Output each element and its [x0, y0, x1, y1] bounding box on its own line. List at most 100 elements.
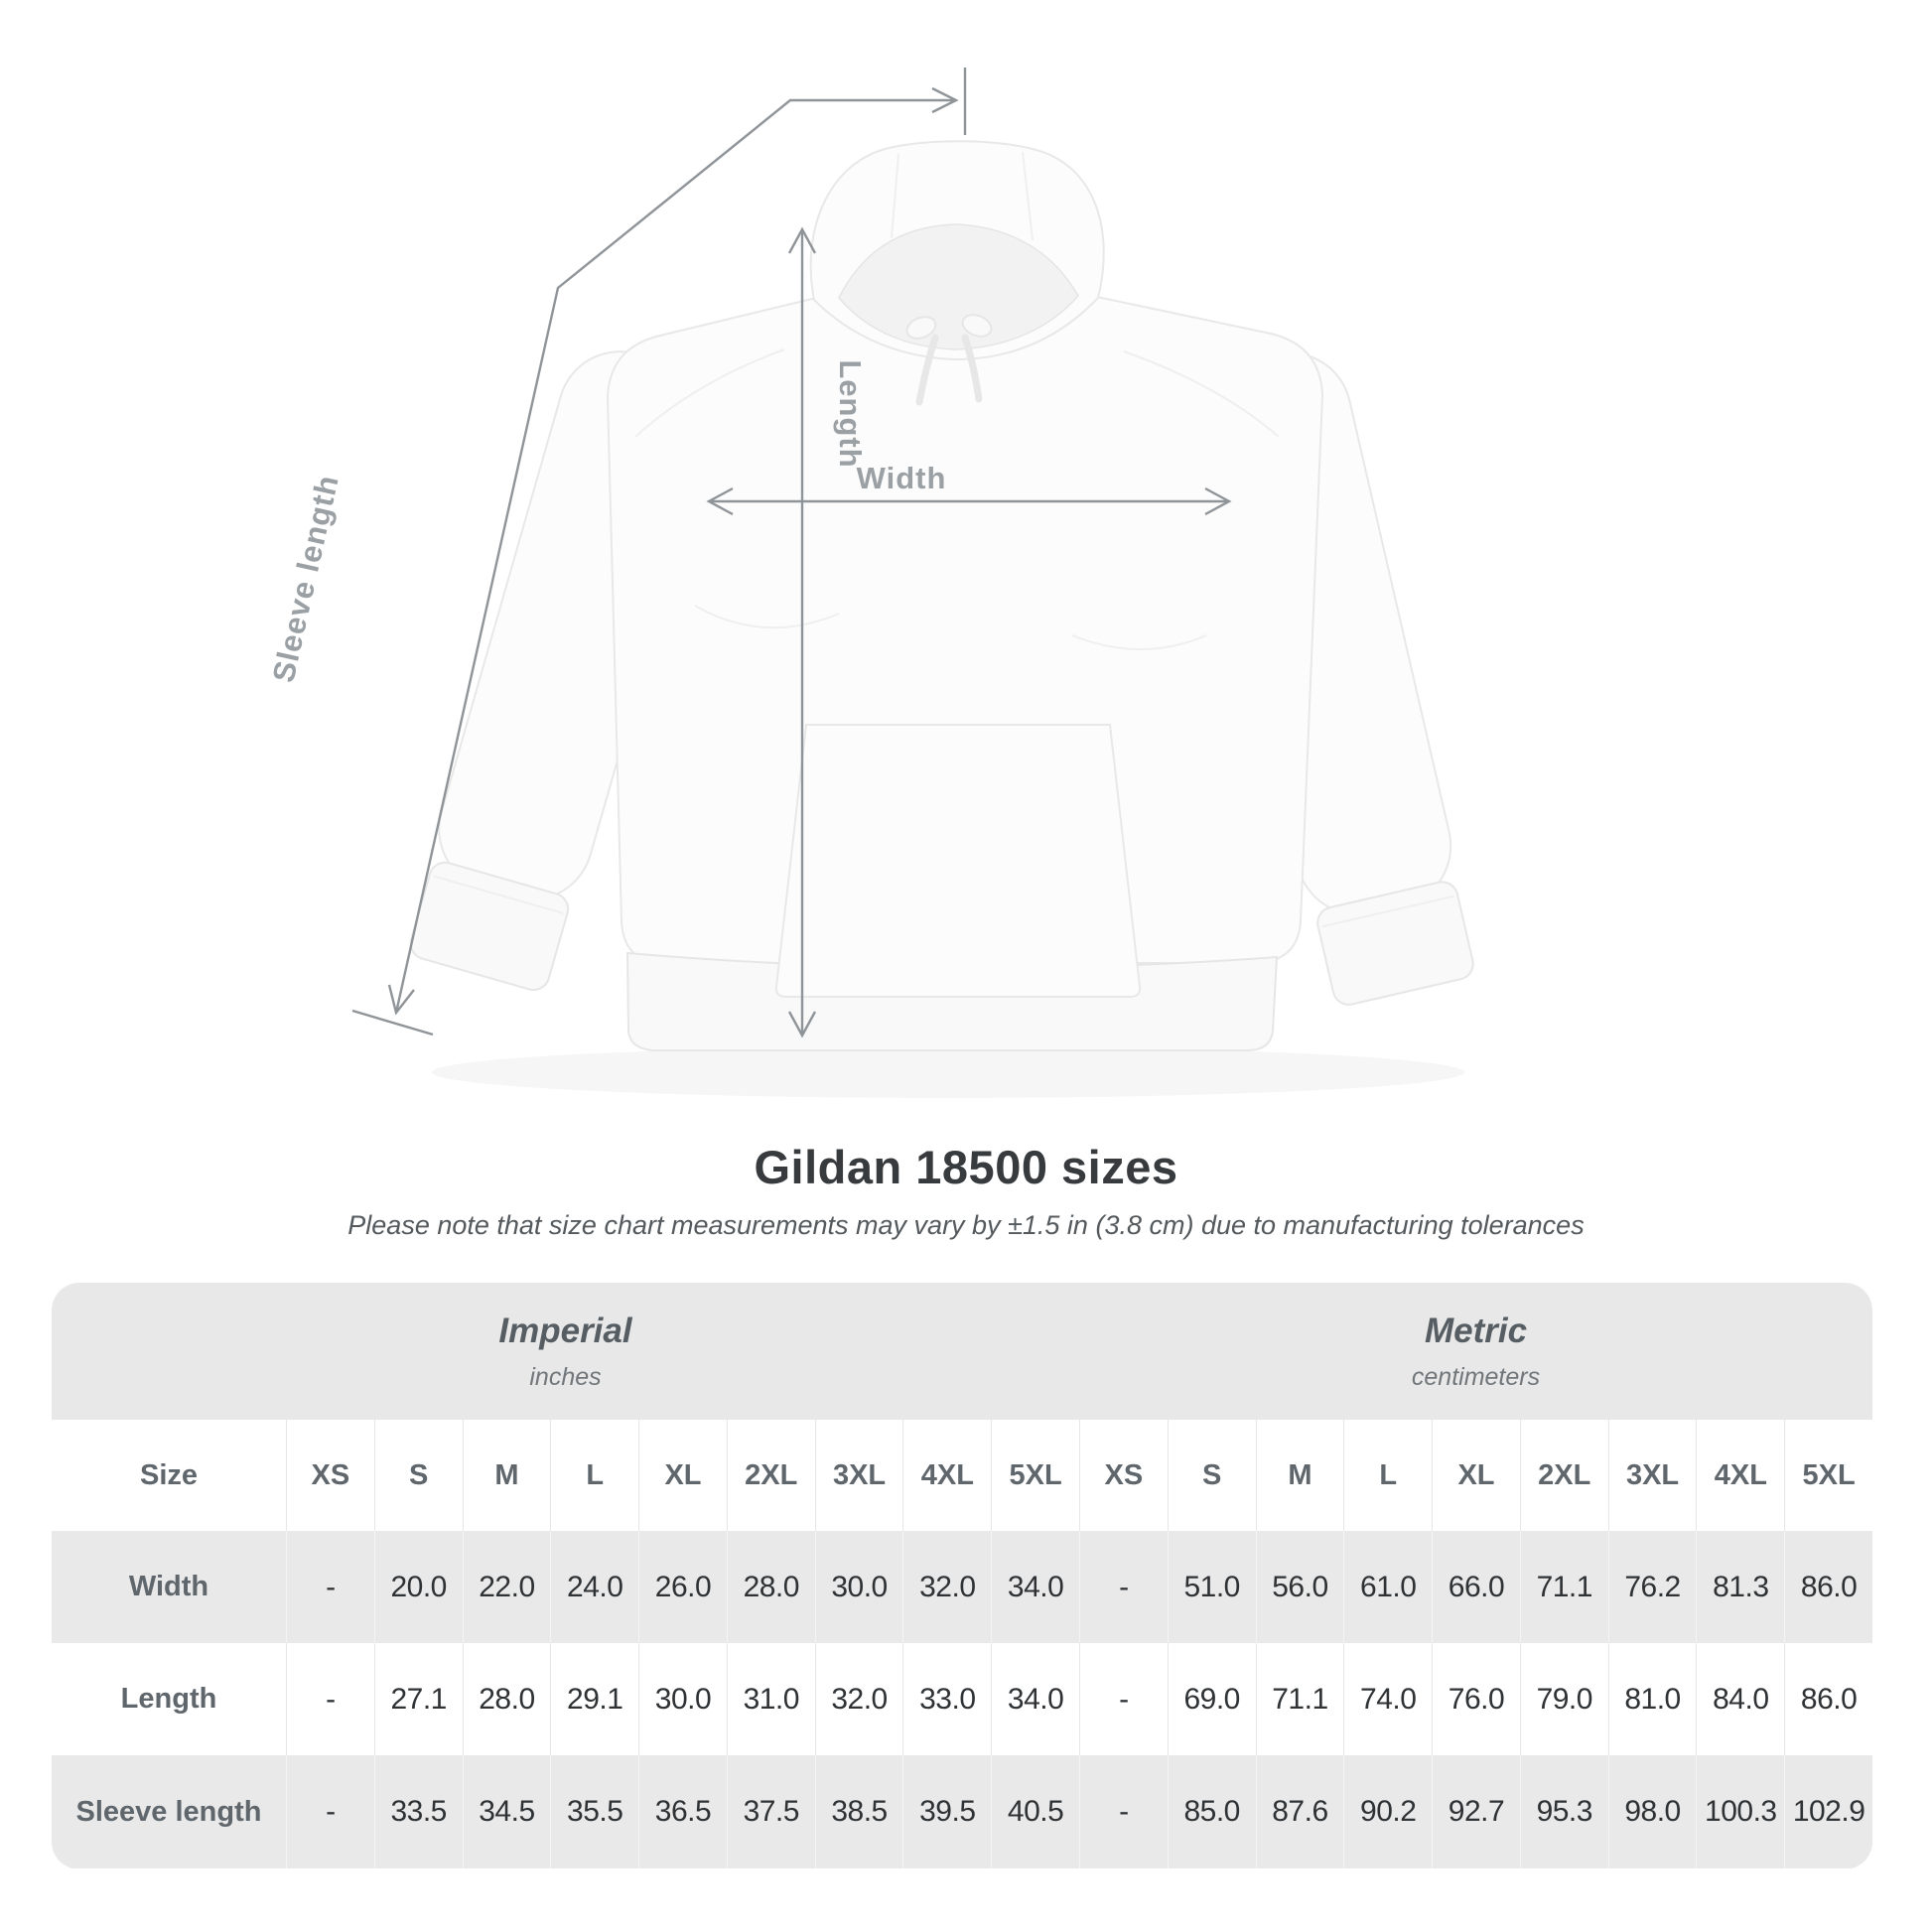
- length-metric-xs: -: [1079, 1643, 1168, 1755]
- metric-unit-label: centimeters: [1411, 1362, 1541, 1391]
- imperial-size-m: M: [462, 1420, 551, 1531]
- metric-label: Metric: [1424, 1311, 1528, 1350]
- sleeve-imperial-2xl: 37.5: [726, 1755, 815, 1868]
- tolerance-note: Please note that size chart measurements…: [347, 1210, 1585, 1240]
- length-measure-label: Length: [833, 359, 868, 468]
- metric-size-s: S: [1167, 1420, 1256, 1531]
- sleeve-imperial-4xl: 39.5: [902, 1755, 991, 1868]
- imperial-group-header: Imperial inches: [52, 1283, 1079, 1420]
- sleeve-imperial-3xl: 38.5: [814, 1755, 903, 1868]
- measurement-arrows: [351, 68, 1232, 1038]
- length-metric-2xl: 79.0: [1519, 1643, 1608, 1755]
- width-metric-l: 61.0: [1343, 1531, 1432, 1643]
- sleeve-imperial-m: 34.5: [462, 1755, 551, 1868]
- title-block: Gildan 18500 sizes Please note that size…: [0, 1140, 1932, 1241]
- width-imperial-s: 20.0: [373, 1531, 463, 1643]
- length-imperial-2xl: 31.0: [726, 1643, 815, 1755]
- sleeve-metric-5xl: 102.9: [1784, 1755, 1872, 1868]
- width-imperial-xs: -: [286, 1531, 374, 1643]
- sleeve-metric-2xl: 95.3: [1519, 1755, 1608, 1868]
- metric-size-2xl: 2XL: [1519, 1420, 1608, 1531]
- imperial-size-5xl: 5XL: [991, 1420, 1079, 1531]
- row-label-sleeve-length: Sleeve length: [75, 1795, 262, 1828]
- table-row-width: Width - 20.0 22.0 24.0 26.0 28.0 30.0 32…: [52, 1531, 1872, 1643]
- sleeve-imperial-xs: -: [286, 1755, 374, 1868]
- sleeve-metric-4xl: 100.3: [1696, 1755, 1784, 1868]
- sleeve-imperial-xl: 36.5: [638, 1755, 727, 1868]
- length-imperial-s: 27.1: [373, 1643, 463, 1755]
- length-metric-s: 69.0: [1167, 1643, 1256, 1755]
- length-metric-m: 71.1: [1255, 1643, 1344, 1755]
- width-metric-5xl: 86.0: [1784, 1531, 1872, 1643]
- width-imperial-m: 22.0: [462, 1531, 551, 1643]
- length-metric-4xl: 84.0: [1696, 1643, 1784, 1755]
- metric-size-xs: XS: [1079, 1420, 1168, 1531]
- table-row-sleeve-length: Sleeve length - 33.5 34.5 35.5 36.5 37.5…: [52, 1755, 1872, 1868]
- sleeve-metric-xl: 92.7: [1432, 1755, 1520, 1868]
- imperial-size-xl: XL: [638, 1420, 727, 1531]
- width-imperial-5xl: 34.0: [991, 1531, 1079, 1643]
- imperial-size-2xl: 2XL: [726, 1420, 815, 1531]
- width-metric-xl: 66.0: [1432, 1531, 1520, 1643]
- imperial-size-4xl: 4XL: [902, 1420, 991, 1531]
- width-imperial-xl: 26.0: [638, 1531, 727, 1643]
- length-metric-xl: 76.0: [1432, 1643, 1520, 1755]
- length-metric-l: 74.0: [1343, 1643, 1432, 1755]
- table-row-length: Length - 27.1 28.0 29.1 30.0 31.0 32.0 3…: [52, 1643, 1872, 1755]
- metric-size-l: L: [1343, 1420, 1432, 1531]
- hoodie-measurement-diagram: Length Width Sleeve length: [265, 68, 1474, 1098]
- width-measure-label: Width: [857, 461, 947, 495]
- length-imperial-xl: 30.0: [638, 1643, 727, 1755]
- length-imperial-4xl: 33.0: [902, 1643, 991, 1755]
- size-header-row: Size XS S M L XL 2XL 3XL 4XL 5XL XS S M …: [52, 1420, 1872, 1531]
- length-metric-3xl: 81.0: [1607, 1643, 1697, 1755]
- hoodie-illustration: [409, 140, 1474, 1051]
- sleeve-bottom-tick: [351, 1009, 434, 1036]
- unit-group-band: Imperial inches Metric centimeters: [52, 1283, 1872, 1420]
- sleeve-metric-xs: -: [1079, 1755, 1168, 1868]
- size-table: Imperial inches Metric centimeters Size …: [52, 1283, 1872, 1869]
- width-imperial-4xl: 32.0: [902, 1531, 991, 1643]
- sleeve-length-arrow: [394, 98, 956, 1014]
- sleeve-metric-s: 85.0: [1167, 1755, 1256, 1868]
- imperial-size-3xl: 3XL: [814, 1420, 903, 1531]
- width-imperial-l: 24.0: [550, 1531, 638, 1643]
- metric-group-header: Metric centimeters: [1079, 1283, 1872, 1420]
- metric-size-xl: XL: [1432, 1420, 1520, 1531]
- sleeve-metric-m: 87.6: [1255, 1755, 1344, 1868]
- size-column-header: Size: [139, 1458, 199, 1491]
- width-metric-s: 51.0: [1167, 1531, 1256, 1643]
- imperial-size-s: S: [373, 1420, 463, 1531]
- imperial-unit-label: inches: [529, 1362, 602, 1391]
- metric-size-4xl: 4XL: [1696, 1420, 1784, 1531]
- width-imperial-2xl: 28.0: [726, 1531, 815, 1643]
- width-imperial-3xl: 30.0: [814, 1531, 903, 1643]
- length-imperial-m: 28.0: [462, 1643, 551, 1755]
- row-label-width: Width: [128, 1571, 209, 1602]
- metric-size-5xl: 5XL: [1784, 1420, 1872, 1531]
- sleeve-imperial-l: 35.5: [550, 1755, 638, 1868]
- metric-size-m: M: [1255, 1420, 1344, 1531]
- sleeve-metric-l: 90.2: [1343, 1755, 1432, 1868]
- imperial-size-l: L: [550, 1420, 638, 1531]
- length-imperial-5xl: 34.0: [991, 1643, 1079, 1755]
- sleeve-imperial-s: 33.5: [373, 1755, 463, 1868]
- length-imperial-3xl: 32.0: [814, 1643, 903, 1755]
- length-imperial-l: 29.1: [550, 1643, 638, 1755]
- imperial-size-xs: XS: [286, 1420, 374, 1531]
- sleeve-metric-3xl: 98.0: [1607, 1755, 1697, 1868]
- sleeve-length-measure-label: Sleeve length: [266, 472, 345, 685]
- length-imperial-xs: -: [286, 1643, 374, 1755]
- sleeve-imperial-5xl: 40.5: [991, 1755, 1079, 1868]
- width-metric-xs: -: [1079, 1531, 1168, 1643]
- row-label-length: Length: [120, 1683, 217, 1715]
- imperial-label: Imperial: [498, 1311, 632, 1350]
- length-metric-5xl: 86.0: [1784, 1643, 1872, 1755]
- page-title: Gildan 18500 sizes: [754, 1141, 1178, 1193]
- width-metric-3xl: 76.2: [1607, 1531, 1697, 1643]
- ground-shadow: [432, 1046, 1464, 1098]
- width-metric-m: 56.0: [1255, 1531, 1344, 1643]
- width-metric-2xl: 71.1: [1519, 1531, 1608, 1643]
- width-metric-4xl: 81.3: [1696, 1531, 1784, 1643]
- metric-size-3xl: 3XL: [1607, 1420, 1697, 1531]
